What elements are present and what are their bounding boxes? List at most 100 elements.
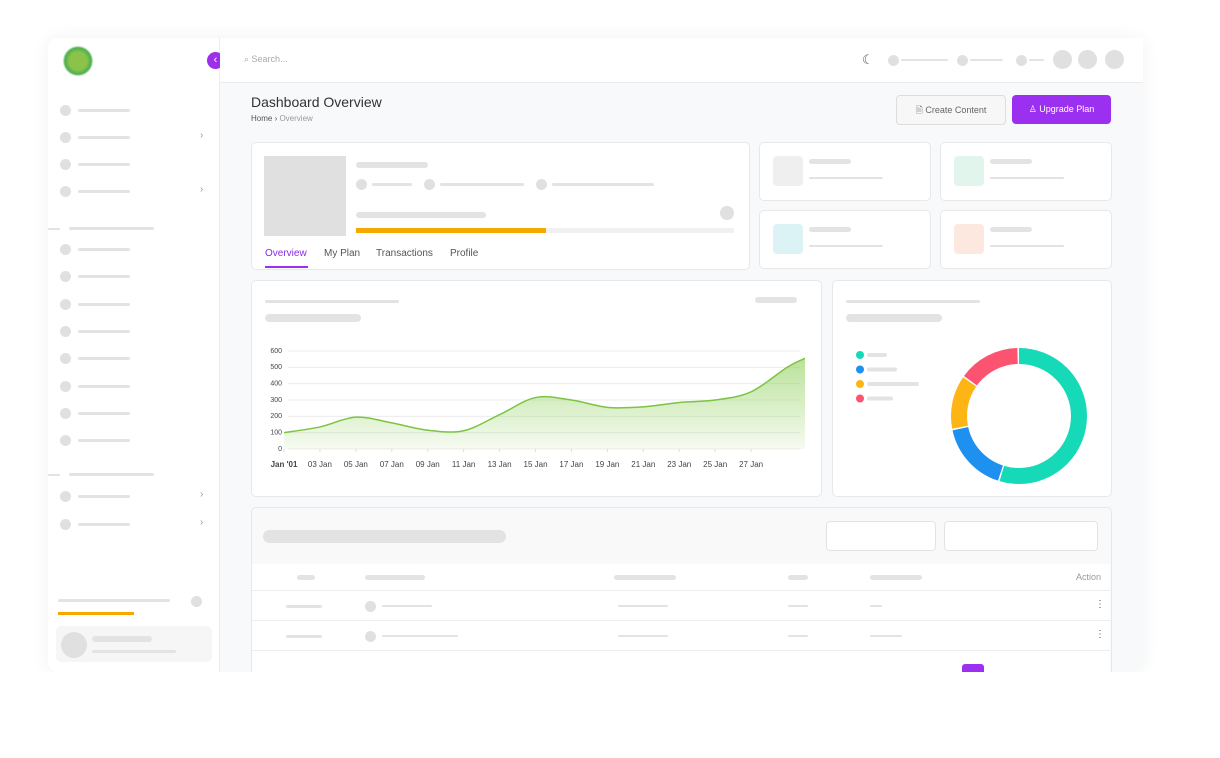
skeleton <box>69 473 154 476</box>
x-tick-label: 05 Jan <box>344 460 368 469</box>
topbar <box>220 38 1143 83</box>
skeleton <box>78 136 130 139</box>
x-tick-label: 17 Jan <box>559 460 583 469</box>
x-tick-label: 27 Jan <box>739 460 763 469</box>
skeleton <box>424 179 435 190</box>
tab-indicator <box>265 266 308 268</box>
skeleton <box>60 271 71 282</box>
skeleton <box>92 636 152 642</box>
y-tick-label: 100 <box>270 430 282 437</box>
x-tick-label: Jan '01 <box>271 460 298 469</box>
skeleton <box>69 227 154 230</box>
icon <box>773 156 803 186</box>
divider <box>252 620 1110 621</box>
line <box>283 357 806 434</box>
skeleton <box>990 177 1064 179</box>
y-tick-label: 600 <box>270 348 282 355</box>
legend-marker <box>856 365 864 374</box>
skeleton <box>1078 50 1097 69</box>
skeleton <box>78 439 130 442</box>
icon <box>954 224 984 254</box>
tab[interactable]: Transactions <box>376 248 433 259</box>
skeleton <box>365 575 425 580</box>
table <box>252 564 1110 674</box>
skeleton <box>382 605 432 607</box>
skeleton <box>60 299 71 310</box>
skeleton <box>990 227 1032 232</box>
stat-card <box>940 142 1112 201</box>
x-tick-label: 15 Jan <box>524 460 548 469</box>
skeleton <box>78 163 130 166</box>
donut-chart <box>856 348 1087 484</box>
progress <box>356 228 546 233</box>
table-search[interactable] <box>944 521 1098 551</box>
page-button[interactable] <box>962 664 984 674</box>
create-button[interactable]: 🗎 Create Content <box>896 95 1006 125</box>
row-menu: ⋮ <box>1095 599 1105 610</box>
x-tick-label: 25 Jan <box>703 460 727 469</box>
skeleton <box>536 179 547 190</box>
skeleton <box>788 575 808 580</box>
skeleton <box>809 177 883 179</box>
skeleton <box>78 248 130 251</box>
skeleton <box>78 357 130 360</box>
crumb[interactable]: Home <box>251 114 273 123</box>
button-label: Create Content <box>925 105 987 115</box>
filter-select[interactable] <box>826 521 936 551</box>
skeleton <box>60 381 71 392</box>
skeleton <box>60 244 71 255</box>
skeleton <box>846 300 980 303</box>
legend-marker <box>856 380 864 388</box>
skeleton <box>809 159 851 164</box>
skeleton <box>78 190 130 193</box>
x-tick-label: 13 Jan <box>488 460 512 469</box>
skeleton <box>372 183 412 186</box>
skeleton <box>78 495 130 498</box>
skeleton <box>265 314 361 322</box>
skeleton <box>78 275 130 278</box>
search[interactable]: ⌕ Search... <box>244 54 288 64</box>
icon <box>773 224 803 254</box>
breadcrumb: Home › Overview <box>251 114 313 123</box>
x-tick-label: 07 Jan <box>380 460 404 469</box>
skeleton <box>809 227 851 232</box>
skeleton <box>990 245 1064 247</box>
skeleton <box>1053 50 1072 69</box>
chevron: › <box>200 489 204 500</box>
skeleton <box>552 183 654 186</box>
collapse-button[interactable]: ‹ <box>207 52 224 69</box>
x-tick-label: 03 Jan <box>308 460 332 469</box>
skeleton <box>60 105 71 116</box>
search-placeholder: Search... <box>251 54 288 64</box>
tab[interactable]: My Plan <box>324 248 361 259</box>
skeleton <box>1105 50 1124 69</box>
area <box>284 358 805 449</box>
upgrade-button[interactable]: ♙ Upgrade Plan <box>1012 95 1111 124</box>
skeleton <box>365 601 376 612</box>
theme-icon[interactable]: ☾ <box>862 52 874 67</box>
y-tick-label: 400 <box>270 381 282 388</box>
tab[interactable]: Profile <box>450 248 479 259</box>
skeleton <box>788 635 808 637</box>
skeleton <box>60 408 71 419</box>
divider <box>252 650 1110 651</box>
skeleton <box>78 523 130 526</box>
legend-skeleton <box>867 367 897 372</box>
skeleton <box>382 635 458 637</box>
skeleton <box>60 186 71 197</box>
skeleton <box>618 635 668 637</box>
y-tick-label: 0 <box>278 446 282 453</box>
y-tick-label: 200 <box>270 413 282 420</box>
page-title: Dashboard Overview <box>251 94 382 110</box>
legend-skeleton <box>867 353 887 357</box>
skeleton <box>265 300 399 303</box>
donut-segment <box>950 348 1087 484</box>
skeleton <box>60 491 71 502</box>
y-tick-label: 500 <box>270 364 282 371</box>
donut-segment <box>951 348 1087 484</box>
progress <box>58 612 134 615</box>
donut-segment <box>950 348 1087 484</box>
skeleton <box>78 303 130 306</box>
tab[interactable]: Overview <box>265 248 307 259</box>
skeleton <box>870 635 902 637</box>
